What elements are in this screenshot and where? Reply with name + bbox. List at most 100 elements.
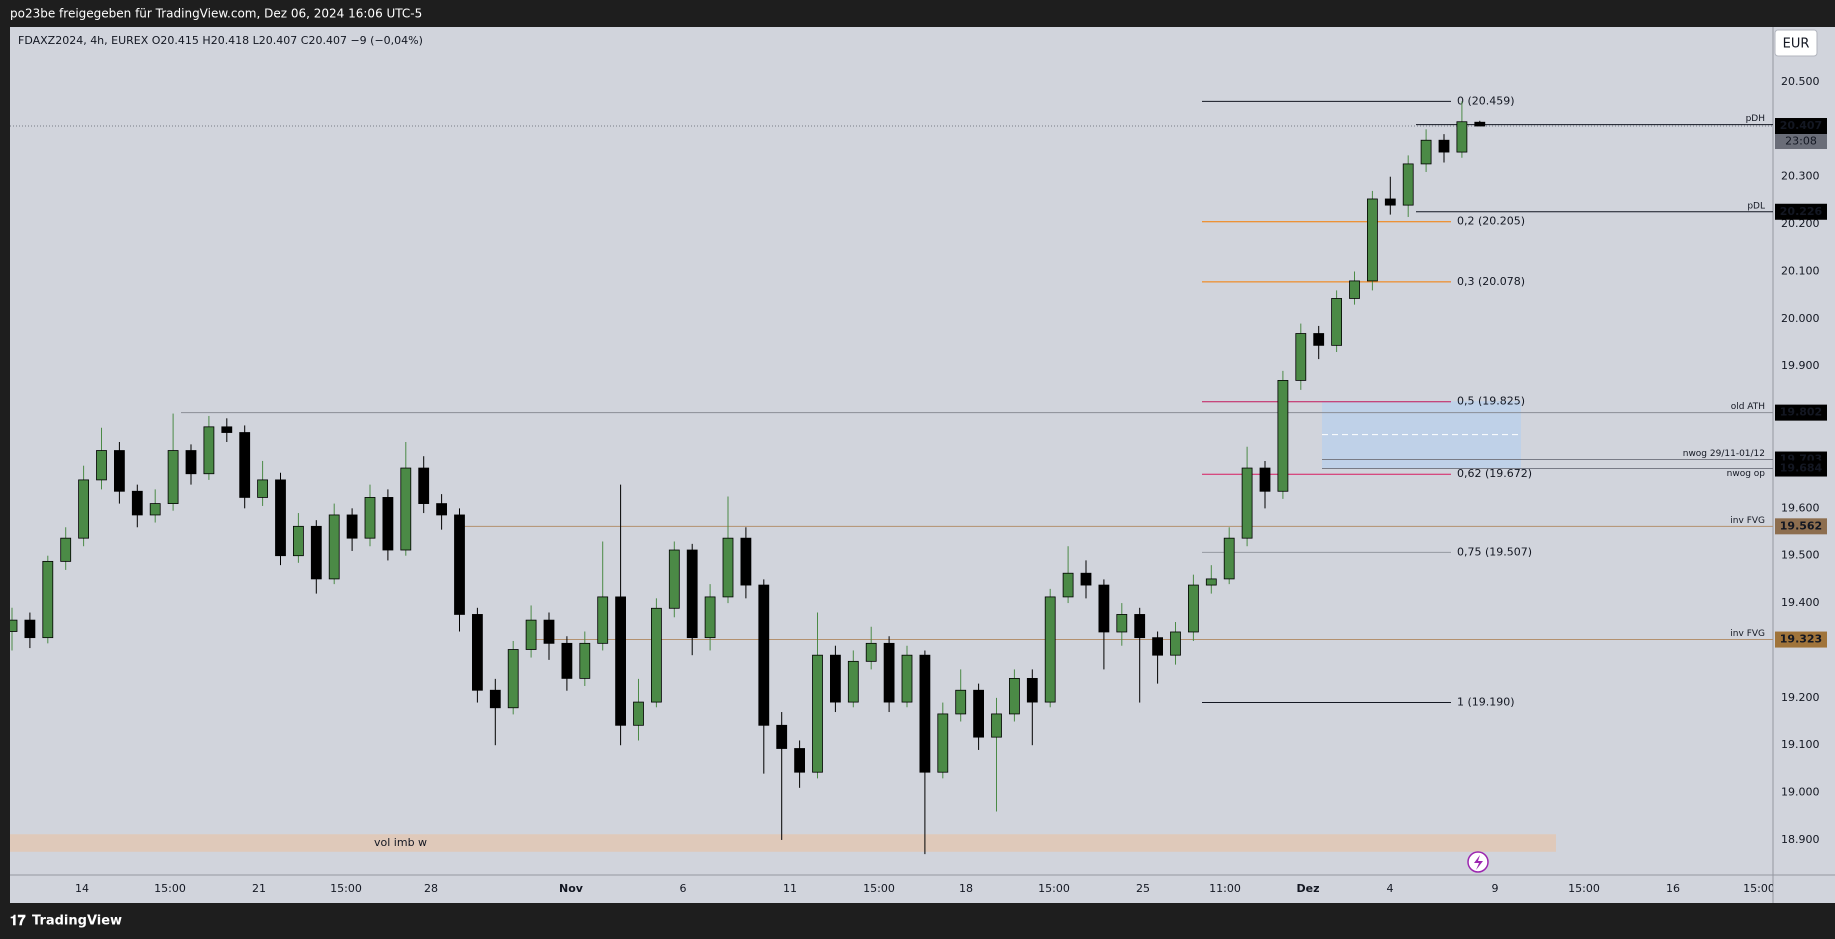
fib-label: 0,62 (19.672): [1457, 467, 1532, 480]
fib-label: 0,5 (19.825): [1457, 395, 1525, 408]
price-tag-bg: [1775, 460, 1827, 477]
y-tick-label: 20.300: [1781, 170, 1820, 183]
y-tick-label: 19.200: [1781, 691, 1820, 704]
candle-body: [794, 748, 805, 773]
x-tick-label: Dez: [1297, 882, 1320, 895]
candle-body: [1367, 198, 1378, 282]
candle-body: [1295, 333, 1307, 381]
x-tick-label: 15:00: [1038, 882, 1070, 895]
candle-body: [257, 479, 269, 498]
candle-body: [1026, 677, 1038, 703]
y-tick-label: 20.500: [1781, 75, 1820, 88]
candle-body: [60, 537, 72, 562]
candle-body: [991, 713, 1002, 738]
price-tag: 19.562: [1780, 519, 1822, 532]
level-label: old ATH: [1731, 402, 1765, 412]
fib-label: 0,2 (20.205): [1457, 215, 1525, 228]
alert-bolt: [1474, 855, 1483, 870]
x-tick-label: 15:00: [1568, 882, 1600, 895]
candle-body: [651, 607, 662, 703]
candle-body: [1438, 139, 1450, 153]
candle-body: [131, 490, 143, 516]
time-axis: 14 15:00 21 15:00 28 Nov 6 11 15:00 18 15:00 25 11:0…: [75, 882, 1773, 895]
candle-body: [1080, 572, 1092, 586]
candle-body: [418, 467, 430, 504]
candle-body: [615, 596, 626, 726]
candle-body: [830, 654, 841, 703]
candle-body: [489, 689, 501, 709]
candle-body: [1062, 572, 1074, 598]
candle-body: [543, 619, 555, 644]
currency-button[interactable]: [1774, 29, 1818, 57]
candle-body: [1044, 596, 1056, 703]
candle-body: [239, 432, 251, 498]
x-tick-label: 15:00: [330, 882, 362, 895]
candle-body: [955, 689, 967, 715]
logo-mark: 𝟏𝟕: [10, 913, 26, 929]
y-tick-label: 20.000: [1781, 312, 1820, 325]
candle-body: [883, 642, 895, 703]
candle-body: [454, 514, 465, 615]
price-tag: 19.323: [1780, 633, 1822, 646]
y-tick-label: 19.000: [1781, 786, 1820, 799]
candle-body: [1170, 631, 1181, 656]
candle-body: [1152, 637, 1163, 656]
candle-body: [1205, 578, 1217, 586]
candle-body: [42, 560, 54, 639]
price-tag-bg: [1775, 203, 1827, 220]
countdown: 23:08: [1785, 135, 1817, 148]
candle-body: [579, 642, 591, 679]
y-tick-label: 19.600: [1781, 501, 1820, 514]
candle-body: [1188, 584, 1199, 633]
y-tick-label: 19.100: [1781, 738, 1820, 751]
x-tick-label: 11: [783, 882, 797, 895]
share-info: po23be freigegeben für TradingView.com, …: [10, 7, 422, 21]
x-tick-label: 6: [680, 882, 687, 895]
fib-label: 0,75 (19.507): [1457, 545, 1532, 558]
x-tick-label: 4: [1387, 882, 1394, 895]
countdown-bg: [1775, 134, 1827, 150]
x-tick-label: 18: [959, 882, 973, 895]
level-label: inv FVG: [1730, 516, 1765, 526]
candle-body: [704, 596, 716, 639]
candle-body: [1474, 121, 1486, 127]
candle-body: [1116, 614, 1128, 633]
plot: vol imb w pDH pDL old ATH nwog 29/11-01/12 nw…: [10, 94, 1773, 855]
candle-body: [686, 549, 698, 639]
fib-label: 0,3 (20.078): [1457, 275, 1525, 288]
candle-body: [1331, 298, 1342, 346]
candle-body: [24, 619, 36, 639]
candle-body: [722, 537, 734, 598]
zone: [10, 834, 1556, 852]
currency[interactable]: EUR: [1783, 37, 1810, 52]
candle-body: [78, 479, 89, 539]
candle-body: [1349, 280, 1360, 299]
candle-body: [275, 479, 286, 557]
candle-body: [937, 713, 949, 773]
candle-body: [1420, 139, 1432, 165]
x-tick-label: 14: [75, 882, 89, 895]
brand: TradingView: [32, 914, 122, 929]
last-price-tag-bg: [1775, 118, 1827, 135]
y-tick-label: 20.100: [1781, 264, 1820, 277]
candle-body: [1223, 537, 1235, 580]
candle-body: [10, 619, 18, 632]
x-tick-label: 16: [1666, 882, 1680, 895]
y-tick-label: 19.900: [1781, 359, 1820, 372]
candle-body: [471, 614, 483, 691]
level-label: inv FVG: [1730, 629, 1765, 639]
candle-body: [668, 549, 680, 609]
level-label: nwog op: [1727, 469, 1766, 479]
x-tick-label: 28: [424, 882, 438, 895]
candle-body: [633, 701, 644, 726]
candle-body: [96, 450, 107, 481]
candle-body: [364, 497, 376, 539]
candle-body: [525, 619, 537, 650]
candle-body: [1277, 380, 1289, 492]
overlay: 20.22619.80219.70319.68419.56219.32320.4…: [1775, 118, 1827, 648]
x-tick-label: Nov: [559, 882, 584, 895]
candle-body: [561, 642, 573, 679]
candle-body: [292, 525, 304, 557]
price-tag-bg: [1775, 404, 1827, 421]
